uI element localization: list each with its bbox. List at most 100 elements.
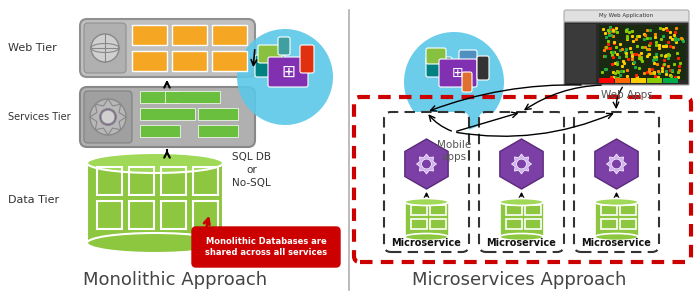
FancyBboxPatch shape — [574, 112, 659, 252]
Text: ⊞: ⊞ — [452, 66, 463, 80]
Bar — [620, 205, 635, 215]
Bar — [132, 51, 167, 71]
Polygon shape — [87, 163, 223, 243]
Text: My Web Application: My Web Application — [600, 14, 653, 19]
Bar — [524, 205, 540, 215]
FancyBboxPatch shape — [255, 55, 285, 77]
Circle shape — [91, 34, 119, 62]
Polygon shape — [405, 139, 448, 189]
FancyBboxPatch shape — [459, 50, 477, 62]
FancyBboxPatch shape — [268, 57, 308, 87]
Polygon shape — [595, 202, 639, 237]
Ellipse shape — [87, 153, 223, 173]
Circle shape — [100, 109, 117, 125]
Circle shape — [422, 159, 431, 169]
Text: ⊞: ⊞ — [281, 63, 295, 81]
Bar — [97, 167, 122, 195]
Text: Web Apps: Web Apps — [600, 90, 653, 100]
Bar — [615, 78, 630, 83]
Bar — [600, 205, 616, 215]
Polygon shape — [500, 139, 543, 189]
Bar — [198, 125, 238, 137]
Bar — [505, 219, 521, 229]
Text: SQL DB
or
No-SQL: SQL DB or No-SQL — [232, 152, 271, 188]
Bar — [663, 78, 678, 83]
FancyBboxPatch shape — [258, 45, 282, 63]
Circle shape — [611, 159, 621, 169]
Bar — [212, 25, 247, 45]
Bar — [566, 24, 596, 83]
Ellipse shape — [405, 199, 449, 206]
Bar — [212, 51, 247, 71]
Ellipse shape — [595, 234, 639, 240]
Bar — [599, 78, 614, 83]
Text: Microservice: Microservice — [392, 238, 461, 248]
FancyBboxPatch shape — [84, 91, 132, 143]
Bar — [165, 91, 220, 103]
Circle shape — [237, 29, 333, 125]
Circle shape — [404, 32, 504, 132]
Ellipse shape — [500, 199, 544, 206]
Bar — [524, 219, 540, 229]
Ellipse shape — [87, 233, 223, 253]
Bar — [631, 78, 646, 83]
Bar — [129, 201, 154, 229]
FancyBboxPatch shape — [84, 23, 126, 73]
FancyBboxPatch shape — [479, 112, 564, 252]
Bar — [161, 201, 186, 229]
Bar — [198, 108, 238, 120]
Circle shape — [90, 99, 126, 135]
FancyBboxPatch shape — [564, 22, 689, 85]
FancyBboxPatch shape — [426, 57, 452, 77]
Bar — [140, 91, 180, 103]
Bar — [172, 51, 207, 71]
FancyBboxPatch shape — [80, 19, 255, 77]
Bar — [599, 25, 686, 80]
Bar — [97, 201, 122, 229]
Text: Web Tier: Web Tier — [8, 43, 57, 53]
FancyBboxPatch shape — [462, 72, 472, 92]
Bar — [129, 167, 154, 195]
Bar — [161, 167, 186, 195]
Bar — [620, 219, 635, 229]
FancyBboxPatch shape — [192, 227, 340, 267]
Bar — [193, 167, 218, 195]
Ellipse shape — [405, 234, 449, 240]
FancyBboxPatch shape — [384, 112, 469, 252]
Bar — [600, 219, 616, 229]
Polygon shape — [500, 202, 544, 237]
FancyBboxPatch shape — [477, 56, 489, 80]
FancyBboxPatch shape — [300, 45, 314, 73]
Bar — [410, 205, 426, 215]
Bar — [193, 201, 218, 229]
Polygon shape — [607, 154, 627, 174]
Polygon shape — [417, 154, 436, 174]
Polygon shape — [405, 202, 449, 237]
Ellipse shape — [595, 199, 639, 206]
Text: Microservice: Microservice — [581, 238, 651, 248]
Polygon shape — [90, 99, 126, 135]
Text: Services Tier: Services Tier — [8, 112, 70, 122]
Bar — [505, 205, 521, 215]
Text: Data Tier: Data Tier — [8, 195, 59, 205]
Bar — [429, 219, 445, 229]
Text: Microservices Approach: Microservices Approach — [412, 271, 626, 289]
Bar — [172, 25, 207, 45]
Bar — [140, 125, 180, 137]
Bar — [429, 205, 445, 215]
Bar — [410, 219, 426, 229]
Text: Microservice: Microservice — [487, 238, 556, 248]
Circle shape — [101, 110, 115, 124]
Circle shape — [517, 159, 526, 169]
Polygon shape — [595, 139, 638, 189]
Bar — [647, 78, 662, 83]
Text: Monolithic Approach: Monolithic Approach — [83, 271, 267, 289]
FancyBboxPatch shape — [80, 87, 255, 147]
FancyBboxPatch shape — [439, 59, 477, 87]
Bar — [140, 108, 195, 120]
Text: Monolithic Databases are
shared across all services: Monolithic Databases are shared across a… — [205, 237, 327, 257]
FancyBboxPatch shape — [426, 48, 446, 64]
FancyBboxPatch shape — [278, 37, 290, 55]
Ellipse shape — [500, 234, 544, 240]
Text: Mobile
apps: Mobile apps — [437, 140, 471, 163]
